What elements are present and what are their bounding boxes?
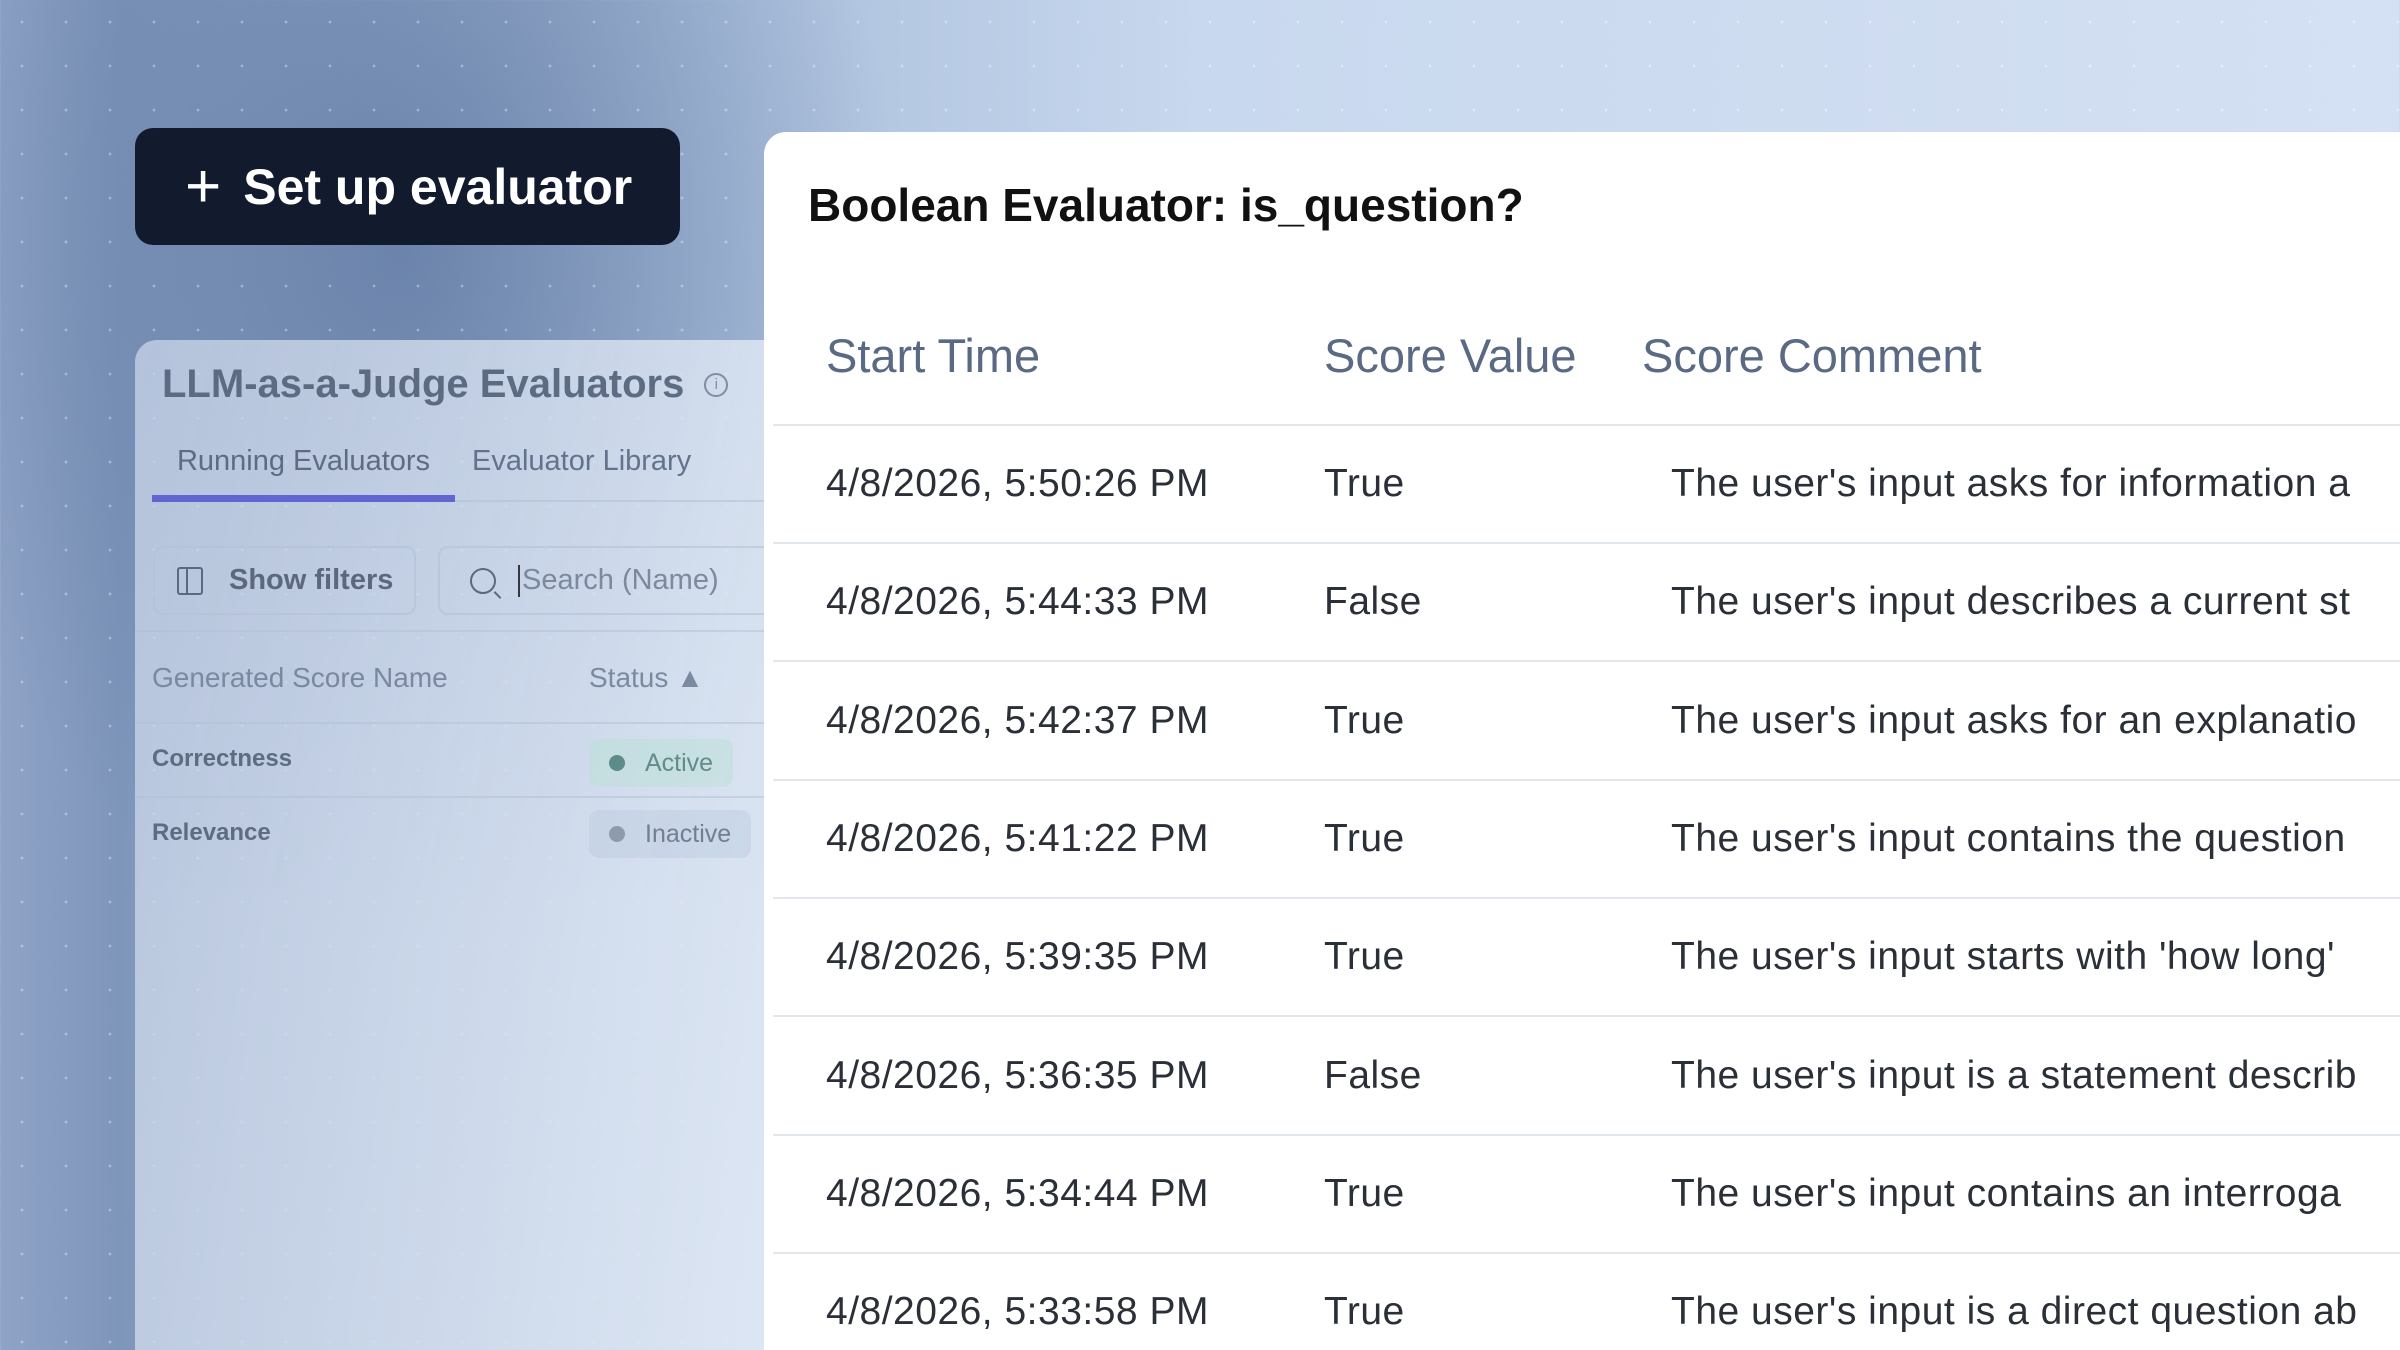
status-header-label: Status (589, 662, 669, 693)
status-badge: Inactive (589, 810, 752, 858)
score-comment-cell: The user's input contains an interroga (1671, 1171, 2342, 1215)
sidebar-panel-icon (177, 566, 203, 595)
evaluator-name[interactable]: Relevance (152, 819, 271, 846)
evaluator-detail-panel: Boolean Evaluator: is_question? Start Ti… (764, 132, 2400, 1350)
score-value-cell: False (1324, 580, 1422, 624)
panel-title: LLM-as-a-Judge Evaluators i (162, 362, 729, 407)
score-value-cell: True (1324, 1290, 1405, 1334)
search-icon (470, 567, 496, 594)
column-header-score-value[interactable]: Score Value (1324, 329, 1577, 382)
column-header-start-time[interactable]: Start Time (826, 329, 1041, 382)
table-row[interactable]: 4/8/2026, 5:39:35 PM True The user's input… (773, 899, 2400, 1018)
divider (135, 630, 765, 632)
column-header-score-comment[interactable]: Score Comment (1642, 329, 1982, 382)
column-header-score-name[interactable]: Generated Score Name (152, 662, 448, 693)
tab-evaluator-library[interactable]: Evaluator Library (472, 445, 692, 477)
table-row[interactable]: 4/8/2026, 5:44:33 PM False The user's inpu… (773, 544, 2400, 663)
set-up-evaluator-button[interactable]: + Set up evaluator (135, 128, 680, 245)
status-dot-icon (609, 755, 625, 771)
score-comment-cell: The user's input contains the question (1671, 816, 2346, 860)
table-row[interactable]: 4/8/2026, 5:34:44 PM True The user's input… (773, 1136, 2400, 1254)
score-comment-cell: The user's input starts with 'how long' (1671, 935, 2335, 979)
search-placeholder: Search (Name) (522, 564, 719, 596)
evaluator-name[interactable]: Correctness (152, 745, 293, 772)
show-filters-button[interactable]: Show filters (153, 546, 416, 615)
score-value-cell: True (1324, 462, 1405, 505)
status-dot-icon (609, 826, 625, 842)
table-row[interactable]: 4/8/2026, 5:42:37 PM True The user's input… (773, 663, 2400, 781)
set-up-evaluator-label: Set up evaluator (243, 158, 633, 215)
tab-bar: Running Evaluators Evaluator Library (152, 445, 765, 502)
table-row[interactable]: 4/8/2026, 5:36:35 PM False The user's inpu… (773, 1018, 2400, 1136)
status-label: Active (645, 748, 714, 777)
score-value-cell: True (1324, 698, 1405, 742)
divider (135, 796, 765, 798)
score-comment-cell: The user's input asks for information a (1671, 462, 2351, 505)
start-time-cell: 4/8/2026, 5:42:37 PM (826, 698, 1209, 742)
score-value-cell: True (1324, 816, 1405, 860)
divider (135, 722, 765, 724)
start-time-cell: 4/8/2026, 5:41:22 PM (826, 816, 1209, 860)
info-icon[interactable]: i (704, 372, 729, 397)
plus-icon: + (185, 151, 222, 221)
start-time-cell: 4/8/2026, 5:44:33 PM (826, 580, 1209, 624)
panel-title-text: LLM-as-a-Judge Evaluators (162, 362, 685, 406)
score-value-cell: False (1324, 1053, 1422, 1097)
start-time-cell: 4/8/2026, 5:36:35 PM (826, 1053, 1209, 1097)
search-input[interactable]: Search (Name) (438, 546, 765, 615)
detail-title: Boolean Evaluator: is_question? (808, 179, 1524, 231)
score-comment-cell: The user's input asks for an explanatio (1671, 698, 2357, 742)
evaluators-panel: LLM-as-a-Judge Evaluators i Running Eval… (135, 340, 765, 1350)
status-label: Inactive (645, 819, 732, 848)
score-value-cell: True (1324, 935, 1405, 979)
table-row[interactable]: 4/8/2026, 5:33:58 PM True The user's input… (773, 1254, 2400, 1350)
start-time-cell: 4/8/2026, 5:39:35 PM (826, 935, 1209, 979)
score-value-cell: True (1324, 1171, 1405, 1215)
score-comment-cell: The user's input is a direct question ab (1671, 1290, 2358, 1334)
status-badge: Active (589, 739, 734, 787)
start-time-cell: 4/8/2026, 5:33:58 PM (826, 1290, 1209, 1334)
sort-ascending-icon: ▲ (676, 662, 704, 693)
show-filters-label: Show filters (229, 564, 394, 596)
text-cursor (518, 564, 520, 597)
table-row[interactable]: 4/8/2026, 5:50:26 PM True The user's input… (773, 426, 2400, 544)
header-divider (773, 424, 2400, 426)
tab-running-evaluators[interactable]: Running Evaluators (152, 445, 455, 502)
table-row[interactable]: 4/8/2026, 5:41:22 PM True The user's input… (773, 781, 2400, 899)
score-comment-cell: The user's input is a statement describ (1671, 1053, 2357, 1097)
start-time-cell: 4/8/2026, 5:34:44 PM (826, 1171, 1209, 1215)
column-header-status[interactable]: Status ▲ (589, 662, 704, 694)
score-comment-cell: The user's input describes a current st (1671, 580, 2351, 624)
start-time-cell: 4/8/2026, 5:50:26 PM (826, 462, 1209, 505)
